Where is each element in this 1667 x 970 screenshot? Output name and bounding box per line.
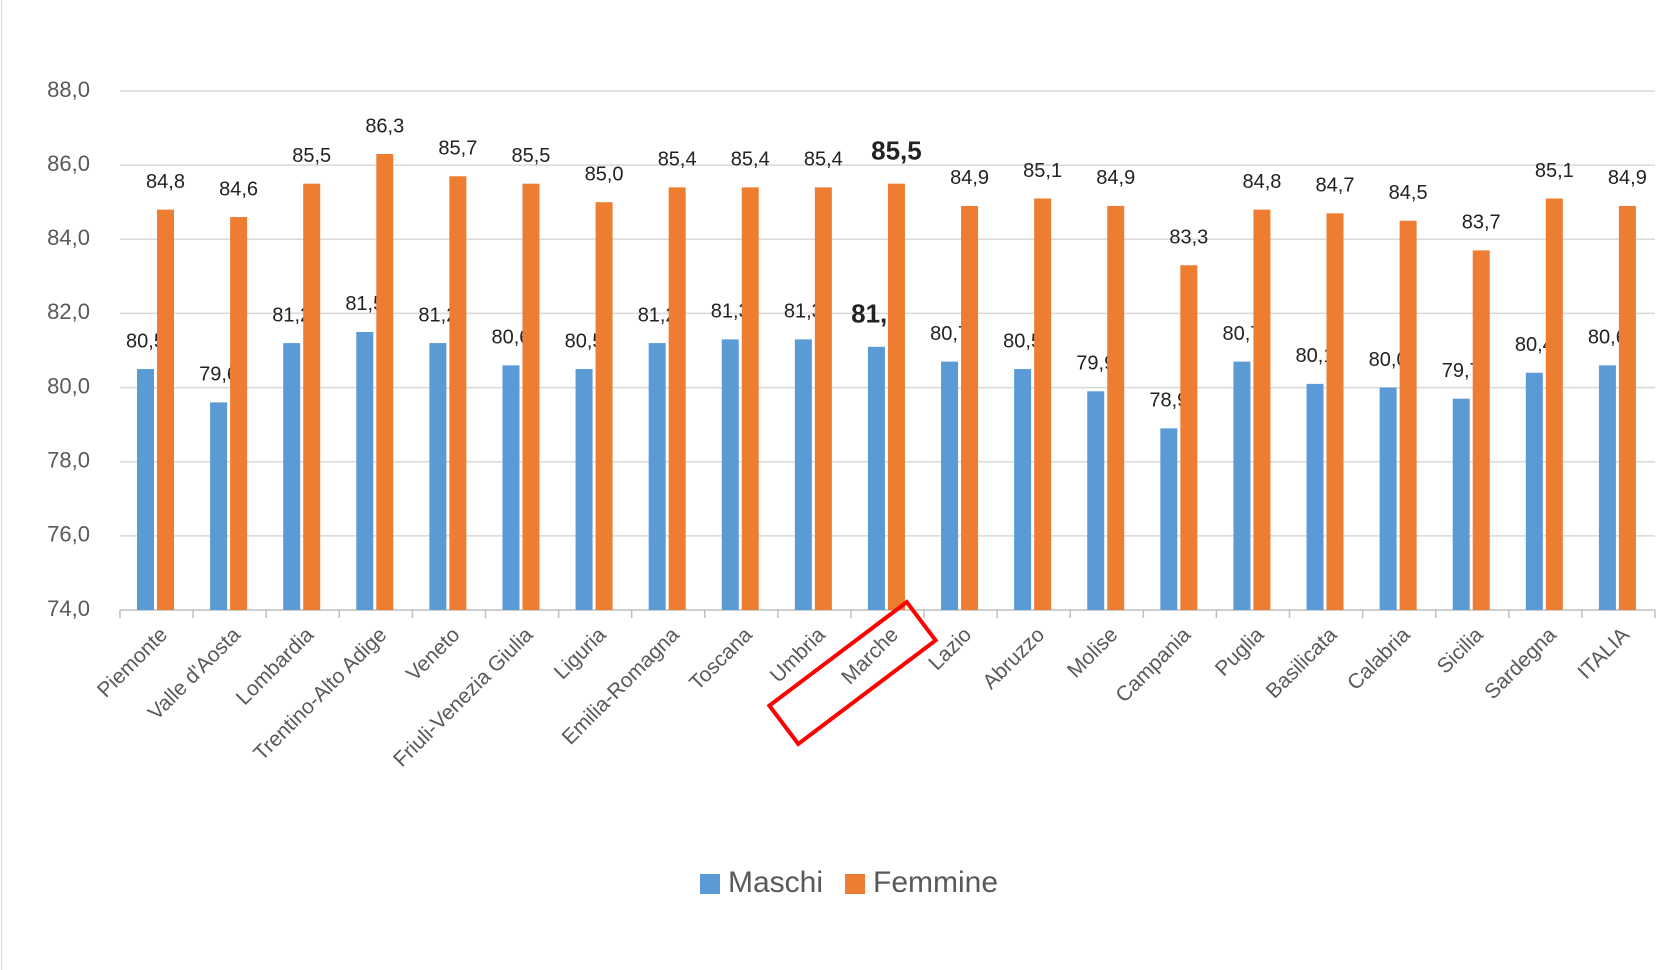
bar xyxy=(303,183,321,610)
data-label: 84,6 xyxy=(219,178,258,200)
legend-swatch xyxy=(700,874,720,894)
data-label: 85,1 xyxy=(1535,160,1574,182)
data-label: 79,9 xyxy=(1076,353,1115,375)
data-label: 85,5 xyxy=(871,136,922,166)
data-label: 80,5 xyxy=(1003,330,1042,352)
bar xyxy=(1160,428,1178,610)
data-label: 80,5 xyxy=(565,330,604,352)
bar xyxy=(502,365,520,610)
bar xyxy=(522,183,540,610)
data-label: 79,7 xyxy=(1442,360,1481,382)
data-label: 85,4 xyxy=(658,149,697,171)
data-label: 80,4 xyxy=(1515,334,1554,356)
data-label: 84,5 xyxy=(1389,182,1428,204)
bar xyxy=(595,202,613,610)
y-tick-label: 76,0 xyxy=(47,522,90,547)
bar xyxy=(210,402,228,610)
data-label: 81,5 xyxy=(345,293,384,315)
data-label: 83,7 xyxy=(1462,212,1501,234)
data-label: 85,7 xyxy=(438,138,477,160)
bar xyxy=(721,339,739,610)
bar xyxy=(1306,383,1324,610)
bar xyxy=(648,343,666,610)
data-label: 86,3 xyxy=(365,115,404,137)
y-tick-label: 88,0 xyxy=(47,77,90,102)
data-label: 78,9 xyxy=(1149,390,1188,412)
bar xyxy=(449,176,467,610)
bar xyxy=(283,343,301,610)
data-label: 84,8 xyxy=(1242,171,1281,193)
data-label: 81,3 xyxy=(784,301,823,323)
data-label: 80,7 xyxy=(1222,323,1261,345)
data-label: 84,9 xyxy=(950,167,989,189)
data-label: 79,6 xyxy=(199,364,238,386)
y-tick-label: 86,0 xyxy=(47,151,90,176)
data-label: 84,9 xyxy=(1608,167,1647,189)
bar xyxy=(1180,265,1198,610)
bar xyxy=(1472,250,1490,610)
bar xyxy=(575,369,593,610)
bar xyxy=(887,183,905,610)
bar xyxy=(1087,391,1105,610)
data-label: 80,5 xyxy=(126,330,165,352)
bar xyxy=(230,217,248,611)
bar xyxy=(1598,365,1616,610)
highlight-box xyxy=(766,599,939,747)
y-tick-label: 78,0 xyxy=(47,448,90,473)
bar xyxy=(1034,198,1052,610)
data-label: 81,2 xyxy=(638,304,677,326)
data-label: 80,1 xyxy=(1296,345,1335,367)
bar xyxy=(867,346,885,610)
bar xyxy=(1253,209,1271,610)
y-tick-label: 82,0 xyxy=(47,299,90,324)
data-label: 81,2 xyxy=(418,304,457,326)
y-tick-label: 74,0 xyxy=(47,596,90,621)
bar xyxy=(1107,205,1125,610)
bar xyxy=(961,205,979,610)
bar xyxy=(137,369,154,610)
bar xyxy=(1545,198,1563,610)
y-tick-label: 80,0 xyxy=(47,373,90,398)
y-tick-label: 84,0 xyxy=(47,225,90,250)
data-label: 81,3 xyxy=(711,301,750,323)
legend-label: Maschi xyxy=(728,866,823,899)
data-label: 80,0 xyxy=(1369,349,1408,371)
bar xyxy=(814,187,832,610)
bar xyxy=(157,209,174,610)
data-label: 84,9 xyxy=(1096,167,1135,189)
data-label: 83,3 xyxy=(1169,227,1208,249)
data-label: 80,7 xyxy=(930,323,969,345)
bar xyxy=(1399,220,1417,610)
bar xyxy=(376,154,394,610)
bar xyxy=(1618,205,1636,610)
bar xyxy=(794,339,812,610)
bar xyxy=(941,361,959,610)
bar xyxy=(1525,372,1543,610)
data-label: 84,7 xyxy=(1316,175,1355,197)
data-label: 80,6 xyxy=(492,327,531,349)
legend-swatch xyxy=(845,874,866,894)
data-label: 85,0 xyxy=(585,163,624,185)
data-label: 84,8 xyxy=(146,171,185,193)
data-label: 80,6 xyxy=(1588,327,1627,349)
bar xyxy=(741,187,759,610)
bar xyxy=(1233,361,1251,610)
data-label: 85,5 xyxy=(292,145,331,167)
bar xyxy=(429,343,447,610)
legend-label: Femmine xyxy=(873,866,998,899)
bar xyxy=(1014,369,1032,610)
bar xyxy=(1452,398,1470,610)
bar xyxy=(356,331,374,610)
bar xyxy=(1379,387,1397,610)
data-label: 85,4 xyxy=(731,149,770,171)
data-label: 81,2 xyxy=(272,304,311,326)
bar xyxy=(1326,213,1344,611)
data-label: 85,1 xyxy=(1023,160,1062,182)
data-label: 85,5 xyxy=(512,145,551,167)
bar xyxy=(668,187,686,610)
data-label: 85,4 xyxy=(804,149,843,171)
